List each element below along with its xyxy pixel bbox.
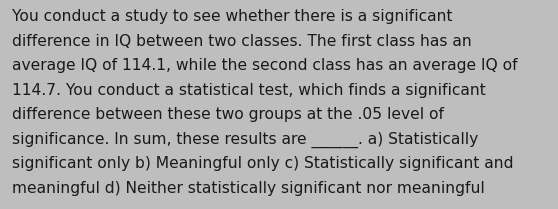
Text: You conduct a study to see whether there is a significant: You conduct a study to see whether there… bbox=[12, 9, 453, 24]
Text: 114.7. You conduct a statistical test, which finds a significant: 114.7. You conduct a statistical test, w… bbox=[12, 83, 486, 98]
Text: difference in IQ between two classes. The first class has an: difference in IQ between two classes. Th… bbox=[12, 34, 472, 49]
Text: significant only b) Meaningful only c) Statistically significant and: significant only b) Meaningful only c) S… bbox=[12, 156, 514, 171]
Text: meaningful d) Neither statistically significant nor meaningful: meaningful d) Neither statistically sign… bbox=[12, 181, 485, 196]
Text: significance. In sum, these results are ______. a) Statistically: significance. In sum, these results are … bbox=[12, 132, 479, 148]
Text: average IQ of 114.1, while the second class has an average IQ of: average IQ of 114.1, while the second cl… bbox=[12, 58, 518, 73]
Text: difference between these two groups at the .05 level of: difference between these two groups at t… bbox=[12, 107, 444, 122]
